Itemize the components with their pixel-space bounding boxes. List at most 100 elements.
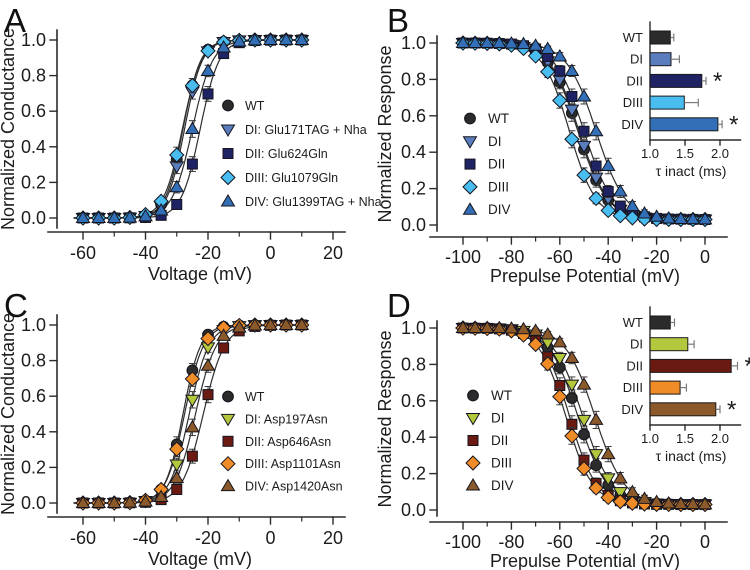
legend-marker-DII (222, 148, 234, 159)
marker-DIV (263, 32, 278, 45)
marker-DIV (153, 489, 169, 502)
legend-label-DII: DII (488, 157, 505, 172)
x-tick-label: -40 (595, 532, 621, 552)
marker-DIV (625, 198, 640, 212)
panel-a-label: A (4, 2, 27, 39)
marker-DIV (106, 495, 122, 508)
marker-DII (186, 450, 198, 462)
marker-DIII (184, 77, 201, 94)
y-axis-title: Normalized Conductance (0, 313, 18, 515)
marker-DIV (200, 358, 216, 371)
y-tick-label: 0.8 (21, 351, 46, 371)
inset-bar-DIV (649, 402, 717, 417)
marker-DIV (516, 321, 531, 335)
marker-DIV (278, 317, 294, 330)
legend-label-DIII: DIII: Asp1101Asn (245, 457, 341, 471)
x-tick-label: -60 (547, 532, 573, 552)
marker-DIV (576, 377, 592, 390)
legend: WT DI DII DIII DIV (462, 111, 511, 217)
axes (47, 29, 346, 240)
marker-DIV (231, 34, 247, 47)
marker-DIII (564, 131, 580, 147)
inset-bar-chart: 1.0 1.5 2.0 τ inact (ms) WT DI DII * DIII DIV * (621, 21, 742, 179)
inset-bar-DIII (649, 380, 681, 395)
legend-marker-WT (222, 390, 234, 403)
y-tick-label: 0.4 (401, 427, 426, 447)
panel-c: C -60 -40 -20 0 20 0.0 0.2 0.4 0.6 0.8 1.0 Voltage … (0, 285, 375, 570)
inset-bar-DII (649, 73, 703, 88)
inset-tick-label: 1.5 (676, 431, 694, 446)
marker-DIV (540, 41, 556, 55)
y-tick-label: 0.0 (21, 493, 46, 513)
marker-DIV (625, 484, 640, 498)
axes (429, 320, 728, 530)
marker-DIII (588, 480, 604, 496)
marker-DIV (697, 211, 713, 225)
y-axis-title: Normalized Response (375, 330, 395, 507)
legend-label-DII: DII: Asp646Asn (245, 435, 331, 449)
inset-tick-label: 2.0 (711, 431, 729, 446)
x-tick-label: 0 (700, 247, 710, 267)
y-tick-label: 0.6 (401, 106, 426, 126)
marker-DIV (661, 210, 677, 224)
marker-DIV (247, 318, 263, 331)
legend-marker-DIV (465, 478, 481, 491)
legend-label-DIII: DIII (491, 456, 512, 471)
marker-DIV (122, 495, 138, 508)
x-tick-label: 0 (265, 243, 275, 263)
legend: WT DI: Glu171TAG + Nha DII: Glu624Gln DIII:… (220, 99, 382, 209)
y-tick-label: 0.4 (21, 422, 46, 442)
x-tick-label: -80 (498, 247, 524, 267)
legend-label-WT: WT (491, 388, 512, 403)
marker-DIV (637, 491, 652, 504)
marker-DIV (685, 496, 701, 510)
legend-marker-DIII (220, 455, 236, 472)
legend-label-DI: DI (491, 411, 505, 426)
inset-tick-label: 2.0 (711, 146, 729, 161)
marker-DIV (697, 496, 713, 510)
y-tick-label: 0.4 (21, 137, 46, 157)
marker-DII (602, 186, 614, 198)
legend-label-WT: WT (488, 111, 509, 126)
marker-DIV (247, 32, 263, 46)
marker-DI (600, 473, 616, 486)
marker-DIV (169, 179, 185, 193)
series-DIV (455, 320, 713, 510)
marker-DIII (600, 489, 616, 506)
inset-category-label: DIII (623, 95, 643, 110)
marker-DI (576, 414, 592, 428)
y-tick-label: 0.0 (401, 215, 426, 235)
y-axis-title: Normalized Response (375, 45, 395, 222)
legend-marker-WT (467, 389, 479, 402)
marker-DIV (216, 328, 232, 341)
marker-DII (171, 483, 183, 495)
marker-DIV (91, 495, 107, 508)
x-tick-label: -20 (644, 532, 670, 552)
marker-DII (590, 160, 602, 172)
marker-DIII (576, 167, 592, 183)
significance-asterisk: * (745, 353, 750, 380)
marker-DII (171, 198, 183, 210)
marker-DIII (564, 428, 580, 444)
marker-DII (218, 342, 230, 354)
legend-label-DI: DI: Glu171TAG + Nha (245, 123, 367, 137)
x-axis-title: Voltage (mV) (148, 264, 252, 284)
panel-c-label: C (4, 287, 28, 324)
y-tick-label: 0.6 (21, 101, 46, 121)
marker-DIII (527, 336, 544, 353)
x-tick-label: -20 (644, 247, 670, 267)
panel-a: A -60 -40 -20 0 20 0.0 0.2 0.4 0.6 0.8 1.0 Voltage … (0, 0, 382, 285)
marker-DIV (138, 494, 153, 507)
legend-label-WT: WT (245, 99, 265, 113)
x-tick-label: -20 (195, 243, 221, 263)
marker-DII (578, 125, 590, 137)
x-tick-label: -100 (445, 532, 481, 552)
inset-axis-title: τ inact (ms) (656, 448, 727, 464)
marker-DIV (612, 184, 628, 197)
marker-DIV (661, 495, 677, 509)
marker-DII (202, 88, 214, 100)
inset-category-label: WT (623, 30, 643, 45)
legend-marker-DI (462, 136, 478, 149)
inset-category-label: DIV (621, 402, 643, 417)
